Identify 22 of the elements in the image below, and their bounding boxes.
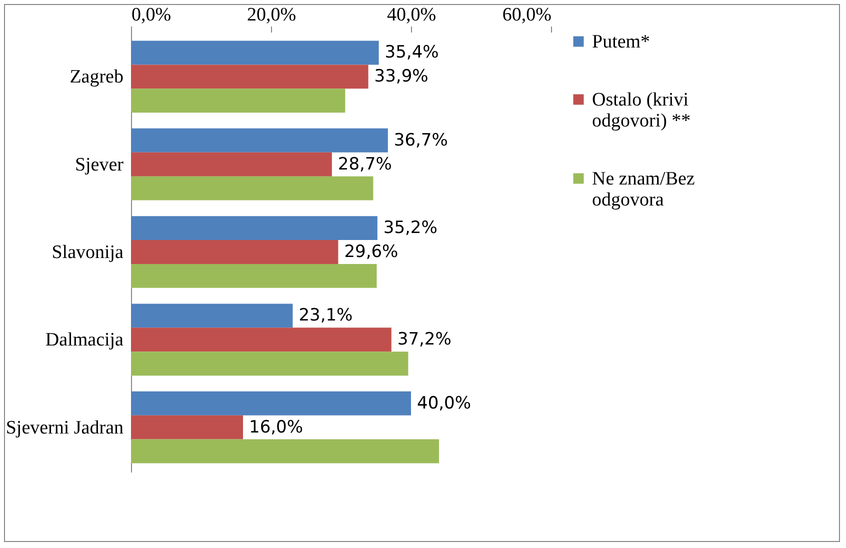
legend-label: Ostalo (krivi odgovori) **: [592, 90, 691, 132]
x-tick-label: 40,0%: [386, 4, 436, 26]
data-label: 35,4%: [384, 42, 439, 63]
data-label: 29,6%: [344, 242, 398, 262]
y-tick-label: Sjever: [74, 154, 124, 176]
x-tick-label: 0,0%: [132, 4, 172, 26]
data-label: 23,1%: [298, 306, 353, 326]
x-tick-label: 60,0%: [502, 4, 552, 26]
x-tick-label: 20,0%: [246, 4, 296, 26]
y-tick-label: Dalmacija: [45, 330, 124, 351]
data-label: 33,9%: [374, 66, 428, 87]
legend-label: Putem*: [592, 32, 650, 52]
data-label: 40,0%: [417, 393, 472, 414]
data-label: 16,0%: [249, 417, 304, 438]
data-label: 28,7%: [338, 154, 392, 174]
data-label: 37,2%: [397, 330, 452, 350]
y-tick-label: Zagreb: [70, 66, 124, 88]
y-tick-label: Slavonija: [52, 242, 124, 263]
y-tick-label: Sjeverni Jadran: [6, 417, 124, 438]
legend-label: Ne znam/Bez odgovora: [592, 168, 695, 210]
data-label: 35,2%: [383, 218, 438, 238]
data-label: 36,7%: [394, 130, 448, 150]
